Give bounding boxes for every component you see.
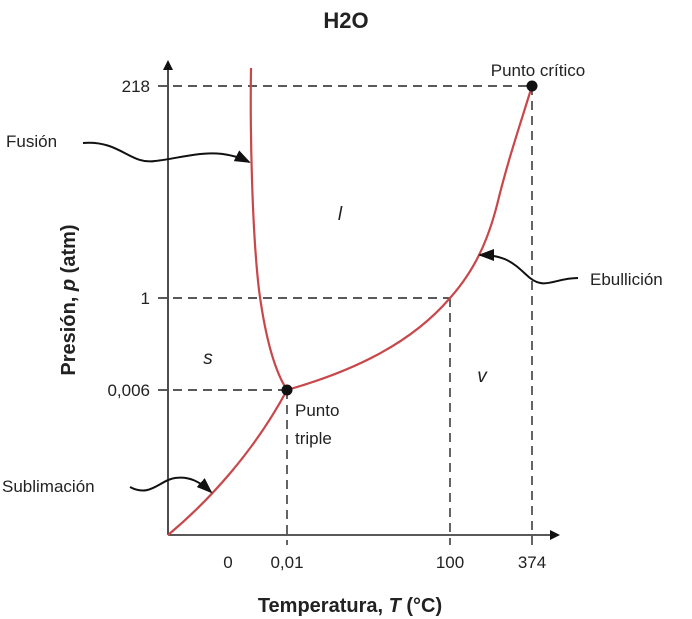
triple-point-marker xyxy=(281,384,293,396)
fusion-annotation: Fusión xyxy=(6,132,57,151)
triple-point-label-line1: Punto xyxy=(295,401,339,420)
sublimation-annotation: Sublimación xyxy=(2,477,95,496)
vaporization-curve xyxy=(286,85,534,392)
critical-point-marker xyxy=(526,80,538,92)
y-tick-label: 0,006 xyxy=(107,381,150,400)
liquid-phase-label: l xyxy=(338,204,343,225)
x-tick-label: 100 xyxy=(436,553,464,572)
critical-point-label: Punto crítico xyxy=(491,61,586,80)
solid-phase-label: s xyxy=(203,348,213,369)
boiling-arrow-icon xyxy=(478,249,579,285)
x-tick-label: 374 xyxy=(518,553,546,572)
vapor-phase-label: v xyxy=(477,366,488,387)
fusion-arrow-icon xyxy=(82,141,251,163)
y-tick-label: 218 xyxy=(122,77,150,96)
y-axis-title: Presión, p (atm) xyxy=(58,224,80,375)
sublimation-arrow-icon xyxy=(129,476,213,494)
x-tick-label: 0,01 xyxy=(270,553,303,572)
fusion-curve xyxy=(249,67,288,391)
x-axis-title: Temperatura, T (°C) xyxy=(258,595,442,617)
triple-point-label-line2: triple xyxy=(295,429,332,448)
sublimation-curve xyxy=(167,389,288,536)
boiling-annotation: Ebullición xyxy=(590,270,663,289)
x-tick-label: 0 xyxy=(223,553,232,572)
y-tick-label: 1 xyxy=(141,289,150,308)
chart-title: H2O xyxy=(323,8,368,33)
